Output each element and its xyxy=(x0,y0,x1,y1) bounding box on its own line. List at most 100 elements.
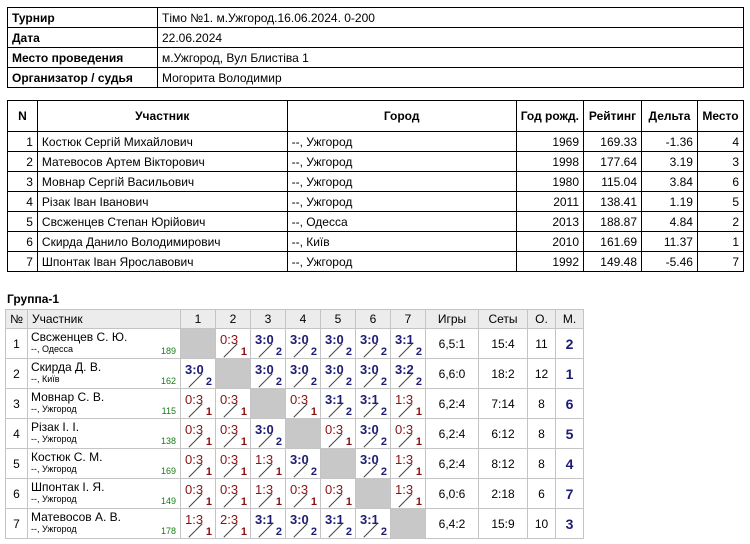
match-score: 3:0 xyxy=(360,452,379,467)
result-cell: 3:0 2 xyxy=(355,328,391,359)
info-value: Могорита Володимир xyxy=(157,67,744,88)
participants-column-header: Год рожд. xyxy=(515,100,585,132)
cross-header-opponent: 1 xyxy=(180,309,216,329)
match-points: 1 xyxy=(345,496,352,508)
row-number: 1 xyxy=(5,328,28,359)
match-points: 1 xyxy=(275,466,282,478)
place-value: 7 xyxy=(555,478,584,509)
participant-cell: 3 xyxy=(7,171,38,192)
participant-row: 7 Шпонтак Іван Ярославович --, Ужгород 1992… xyxy=(7,251,745,272)
participant-cell: 149.48 xyxy=(583,251,642,272)
match-points: 1 xyxy=(240,346,247,358)
result-cell: 0:3 1 xyxy=(180,388,216,419)
result-cell: 3:1 2 xyxy=(355,388,391,419)
cross-header-opponent: 2 xyxy=(215,309,251,329)
place-value: 4 xyxy=(555,448,584,479)
result-cell: 3:2 2 xyxy=(390,358,426,389)
result-cell: 3:0 2 xyxy=(355,448,391,479)
participant-cell: 3 xyxy=(696,151,745,172)
participant-cell: 188.87 xyxy=(583,211,642,232)
match-score: 1:3 xyxy=(255,482,274,497)
match-score: 0:3 xyxy=(185,392,204,407)
match-score: 1:3 xyxy=(395,452,414,467)
participant-row: 2 Матевосов Артем Вікторович --, Ужгород 19… xyxy=(7,151,745,172)
participant-cell: Шпонтак Іван Ярославович xyxy=(36,251,288,272)
cross-header-opponent: 6 xyxy=(355,309,391,329)
place-value: 6 xyxy=(555,388,584,419)
result-cell: 0:3 1 xyxy=(215,388,251,419)
participant-cell: 1980 xyxy=(515,171,585,192)
participant-cell: 1 xyxy=(7,131,38,152)
match-score: 3:1 xyxy=(325,392,344,407)
points-total: 6 xyxy=(527,478,556,509)
participant-row: 1 Костюк Сергій Михайлович --, Ужгород 1969… xyxy=(7,131,745,152)
participant-row: 5 Свсженцев Степан Юрійович --, Одесса 2013… xyxy=(7,211,745,232)
match-points: 2 xyxy=(380,436,387,448)
match-score: 1:3 xyxy=(395,482,414,497)
match-points: 2 xyxy=(380,406,387,418)
match-score: 3:0 xyxy=(255,362,274,377)
player-rating: 169 xyxy=(160,466,176,476)
games-total: 6,2:4 xyxy=(425,418,479,449)
player-city: --, Одесса xyxy=(31,344,74,354)
result-cell: 3:1 2 xyxy=(250,508,286,539)
match-points: 2 xyxy=(275,436,282,448)
match-score: 3:0 xyxy=(290,362,309,377)
group-row: 4 Різак І. І. --, Ужгород 138 0:3 1 0:3 1 3:0 2 0:… xyxy=(5,418,584,449)
participant-cell: 5 xyxy=(696,191,745,212)
result-cell: 0:3 1 xyxy=(320,478,356,509)
match-points: 2 xyxy=(380,346,387,358)
group-title: Группа-1 xyxy=(7,292,60,306)
participants-table: N Участник Город Год рожд. Рейтинг Дельта Мест… xyxy=(7,100,745,272)
player-cell: Мовнар С. В. --, Ужгород 115 xyxy=(27,388,181,419)
participant-cell: 4.84 xyxy=(641,211,698,232)
participant-cell: Костюк Сергій Михайлович xyxy=(36,131,288,152)
match-points: 1 xyxy=(240,496,247,508)
player-name: Матевосов А. В. xyxy=(31,510,122,524)
sets-total: 15:9 xyxy=(478,508,528,539)
result-cell: 3:1 2 xyxy=(390,328,426,359)
match-score: 0:3 xyxy=(290,482,309,497)
match-points: 2 xyxy=(275,526,282,538)
player-cell: Шпонтак І. Я. --, Ужгород 149 xyxy=(27,478,181,509)
info-label: Турнир xyxy=(7,7,158,28)
sets-total: 7:14 xyxy=(478,388,528,419)
participant-cell: --, Ужгород xyxy=(286,171,517,192)
result-cell: 3:1 2 xyxy=(320,508,356,539)
games-total: 6,2:4 xyxy=(425,448,479,479)
match-score: 3:1 xyxy=(360,512,379,527)
result-cell: 3:0 2 xyxy=(250,328,286,359)
player-name: Свсженцев С. Ю. xyxy=(31,330,128,344)
place-value: 3 xyxy=(555,508,584,539)
match-points: 2 xyxy=(345,526,352,538)
match-score: 3:0 xyxy=(360,422,379,437)
info-label: Место проведения xyxy=(7,47,158,68)
match-score: 0:3 xyxy=(220,482,239,497)
match-points: 1 xyxy=(240,436,247,448)
player-name: Мовнар С. В. xyxy=(31,390,105,404)
participant-cell: Свсженцев Степан Юрійович xyxy=(36,211,288,232)
player-cell: Свсженцев С. Ю. --, Одесса 189 xyxy=(27,328,181,359)
cross-header-games: Игры xyxy=(425,309,479,329)
player-city: --, Ужгород xyxy=(31,404,77,414)
games-total: 6,0:6 xyxy=(425,478,479,509)
self-cell xyxy=(285,418,321,449)
match-points: 1 xyxy=(240,406,247,418)
result-cell: 2:3 1 xyxy=(215,508,251,539)
result-cell: 0:3 1 xyxy=(285,478,321,509)
player-name: Шпонтак І. Я. xyxy=(31,480,105,494)
result-cell: 0:3 1 xyxy=(180,418,216,449)
row-number: 2 xyxy=(5,358,28,389)
match-score: 0:3 xyxy=(325,422,344,437)
cross-header-place: М. xyxy=(555,309,584,329)
result-cell: 3:0 2 xyxy=(285,508,321,539)
result-cell: 3:0 2 xyxy=(285,328,321,359)
info-value: м.Ужгород, Вул Блистіва 1 xyxy=(157,47,744,68)
player-cell: Костюк С. М. --, Ужгород 169 xyxy=(27,448,181,479)
participant-cell: 6 xyxy=(7,231,38,252)
participant-cell: 4 xyxy=(7,191,38,212)
player-rating: 138 xyxy=(160,436,176,446)
result-cell: 3:1 2 xyxy=(320,388,356,419)
match-score: 0:3 xyxy=(395,422,414,437)
participant-cell: 177.64 xyxy=(583,151,642,172)
